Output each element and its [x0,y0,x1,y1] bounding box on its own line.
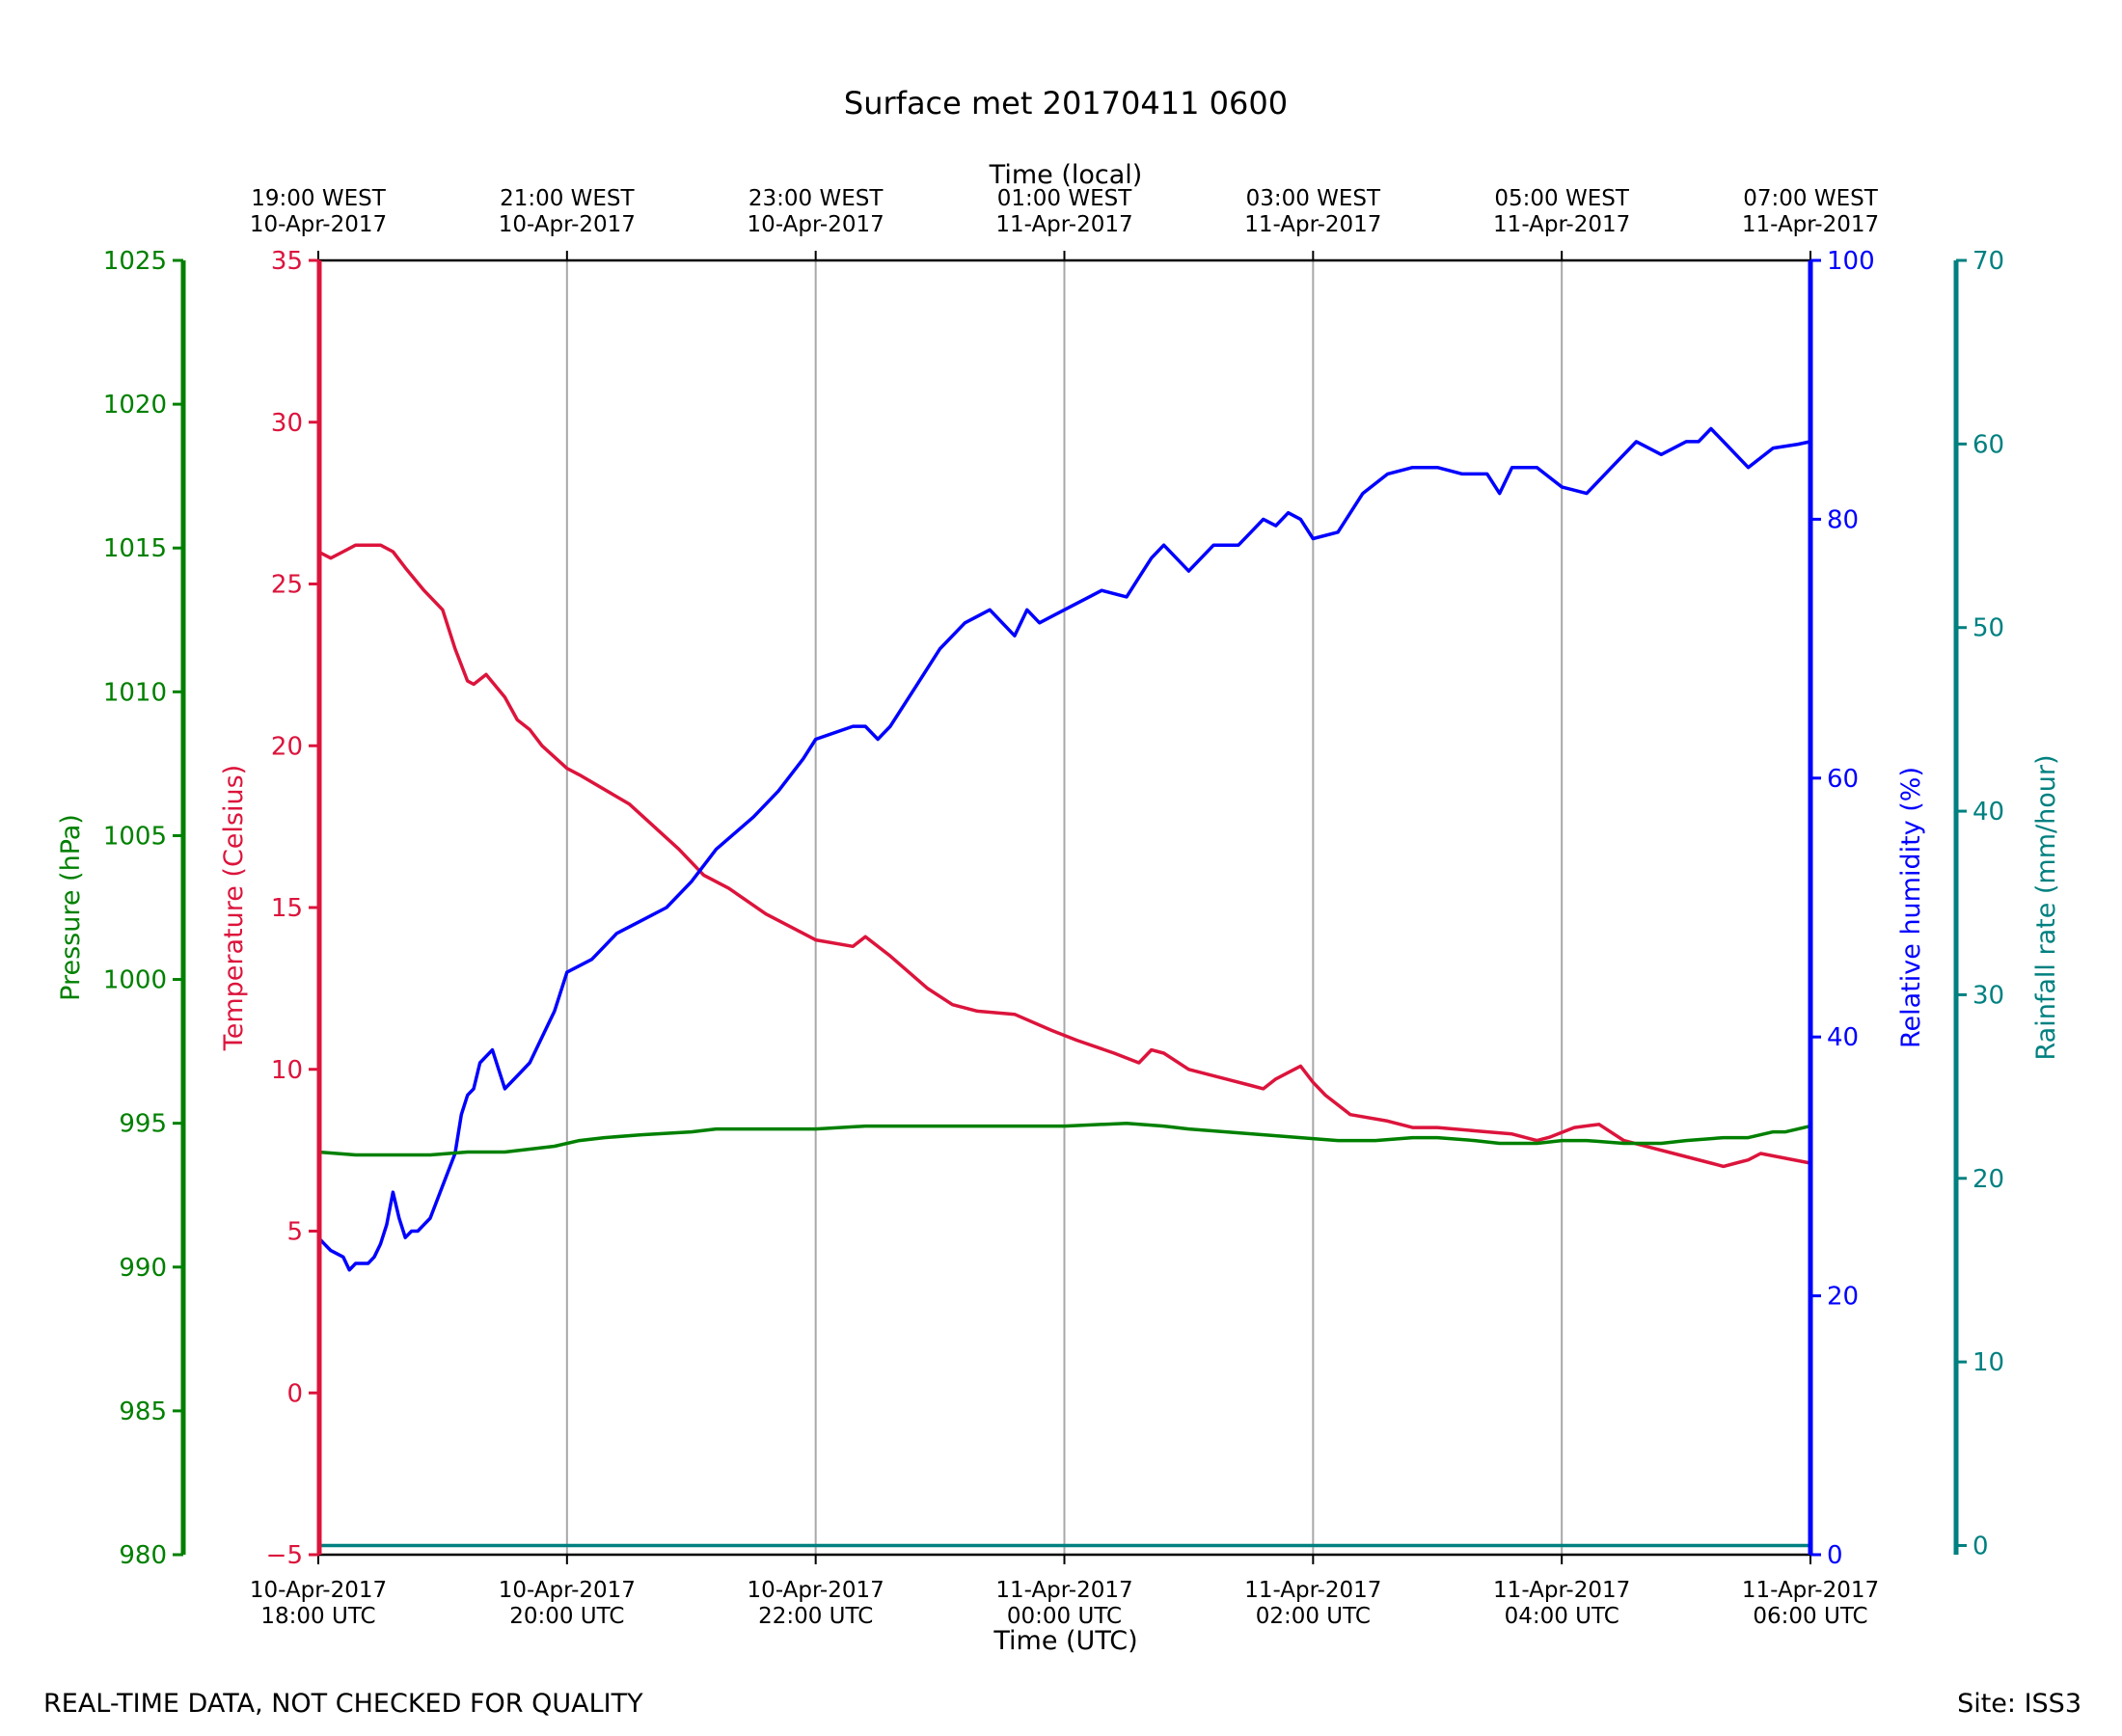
temperature-tick-label: 15 [271,894,303,923]
pressure-line [317,1121,1811,1157]
humidity-tick-label: 80 [1827,505,1859,534]
pressure-tick-label: 1005 [103,822,167,851]
x-tick-date: 11-Apr-2017 [1493,1578,1630,1603]
humidity-tick-label: 100 [1827,247,1875,276]
humidity-axis: 0 20 40 60 80 100 Relative humidity (%) [1808,247,1926,1570]
rainfall-tick-label: 0 [1972,1532,1989,1560]
temperature-tick-label: 25 [271,571,303,600]
rainfall-tick-label: 70 [1972,247,2004,276]
pressure-tick-label: 1020 [103,391,167,420]
rainfall-axis-label: Rainfall rate (mm/hour) [2031,755,2061,1061]
grid-lines [565,260,1564,1555]
rainfall-tick-label: 20 [1972,1165,2004,1194]
temperature-tick-label: 35 [271,247,303,276]
x-tick-time: 04:00 UTC [1505,1604,1619,1629]
x-tick-time: 18:00 UTC [260,1604,375,1629]
temperature-tick-label: 20 [271,732,303,761]
x-tick-date: 11-Apr-2017 [1742,1578,1879,1603]
pressure-tick-label: 985 [119,1397,167,1426]
temperature-tick-label: 5 [286,1218,303,1247]
pressure-axis: 980 985 990 995 1000 1005 1010 1015 1020 1025 Pres… [56,247,186,1570]
temperature-tick-label: 30 [271,409,303,438]
pressure-tick-label: 1000 [103,966,167,995]
x2-tick-time: 23:00 WEST [748,186,884,211]
humidity-tick-label: 20 [1827,1283,1859,1312]
x-tick-date: 10-Apr-2017 [748,1578,884,1603]
pressure-axis-label: Pressure (hPa) [56,814,86,1001]
rainfall-tick-label: 30 [1972,981,2004,1010]
temperature-line [317,543,1811,1169]
x-axis-label: Time (UTC) [993,1626,1137,1656]
footer-site: Site: ISS3 [1957,1689,2081,1719]
x2-tick-date: 10-Apr-2017 [499,212,636,237]
x-tick-time: 02:00 UTC [1256,1604,1371,1629]
humidity-line [316,426,1811,1272]
x2-tick-date: 11-Apr-2017 [1742,212,1879,237]
x-tick-time: 20:00 UTC [509,1604,624,1629]
temperature-axis: −5 0 5 10 15 20 25 30 35 Temperature (Celsius) [219,247,322,1570]
x2-tick-time: 01:00 WEST [997,186,1132,211]
rainfall-axis: 0 10 20 30 40 50 60 70 Rainfall rate (mm/hour) [1953,247,2061,1560]
x2-tick-date: 11-Apr-2017 [995,212,1132,237]
x2-axis-label: Time (local) [989,160,1143,190]
rainfall-tick-label: 40 [1972,798,2004,827]
x2-tick-time: 03:00 WEST [1246,186,1381,211]
x-tick-date: 11-Apr-2017 [995,1578,1132,1603]
x2-tick-date: 10-Apr-2017 [250,212,387,237]
x2-tick-time: 19:00 WEST [251,186,386,211]
temperature-tick-label: −5 [266,1541,303,1570]
pressure-tick-label: 1025 [103,247,167,276]
x-tick-date: 10-Apr-2017 [250,1578,387,1603]
x-tick-date: 11-Apr-2017 [1244,1578,1381,1603]
pressure-tick-label: 980 [119,1541,167,1570]
humidity-axis-label: Relative humidity (%) [1896,767,1926,1048]
x-tick-time: 00:00 UTC [1007,1604,1122,1629]
humidity-tick-label: 0 [1827,1541,1843,1570]
chart-title: Surface met 20170411 0600 [844,85,1288,122]
pressure-tick-label: 995 [119,1110,167,1139]
rainfall-tick-label: 50 [1972,614,2004,643]
humidity-tick-label: 40 [1827,1023,1859,1052]
temperature-tick-label: 0 [286,1379,303,1408]
pressure-tick-label: 990 [119,1254,167,1283]
x-tick-time: 22:00 UTC [758,1604,873,1629]
x-tick-time: 06:00 UTC [1753,1604,1867,1629]
pressure-tick-label: 1010 [103,678,167,707]
rainfall-tick-label: 60 [1972,430,2004,459]
humidity-tick-label: 60 [1827,765,1859,794]
rainfall-tick-label: 10 [1972,1348,2004,1377]
x2-tick-time: 07:00 WEST [1743,186,1878,211]
x2-tick-time: 05:00 WEST [1494,186,1629,211]
x2-tick-date: 11-Apr-2017 [1493,212,1630,237]
x2-tick-time: 21:00 WEST [500,186,635,211]
pressure-tick-label: 1015 [103,534,167,563]
plot-series [316,426,1811,1548]
temperature-axis-label: Temperature (Celsius) [219,765,249,1051]
footer-quality-note: REAL-TIME DATA, NOT CHECKED FOR QUALITY [43,1689,643,1719]
temperature-tick-label: 10 [271,1056,303,1085]
x-tick-date: 10-Apr-2017 [499,1578,636,1603]
x2-tick-date: 11-Apr-2017 [1244,212,1381,237]
x2-tick-date: 10-Apr-2017 [748,212,884,237]
